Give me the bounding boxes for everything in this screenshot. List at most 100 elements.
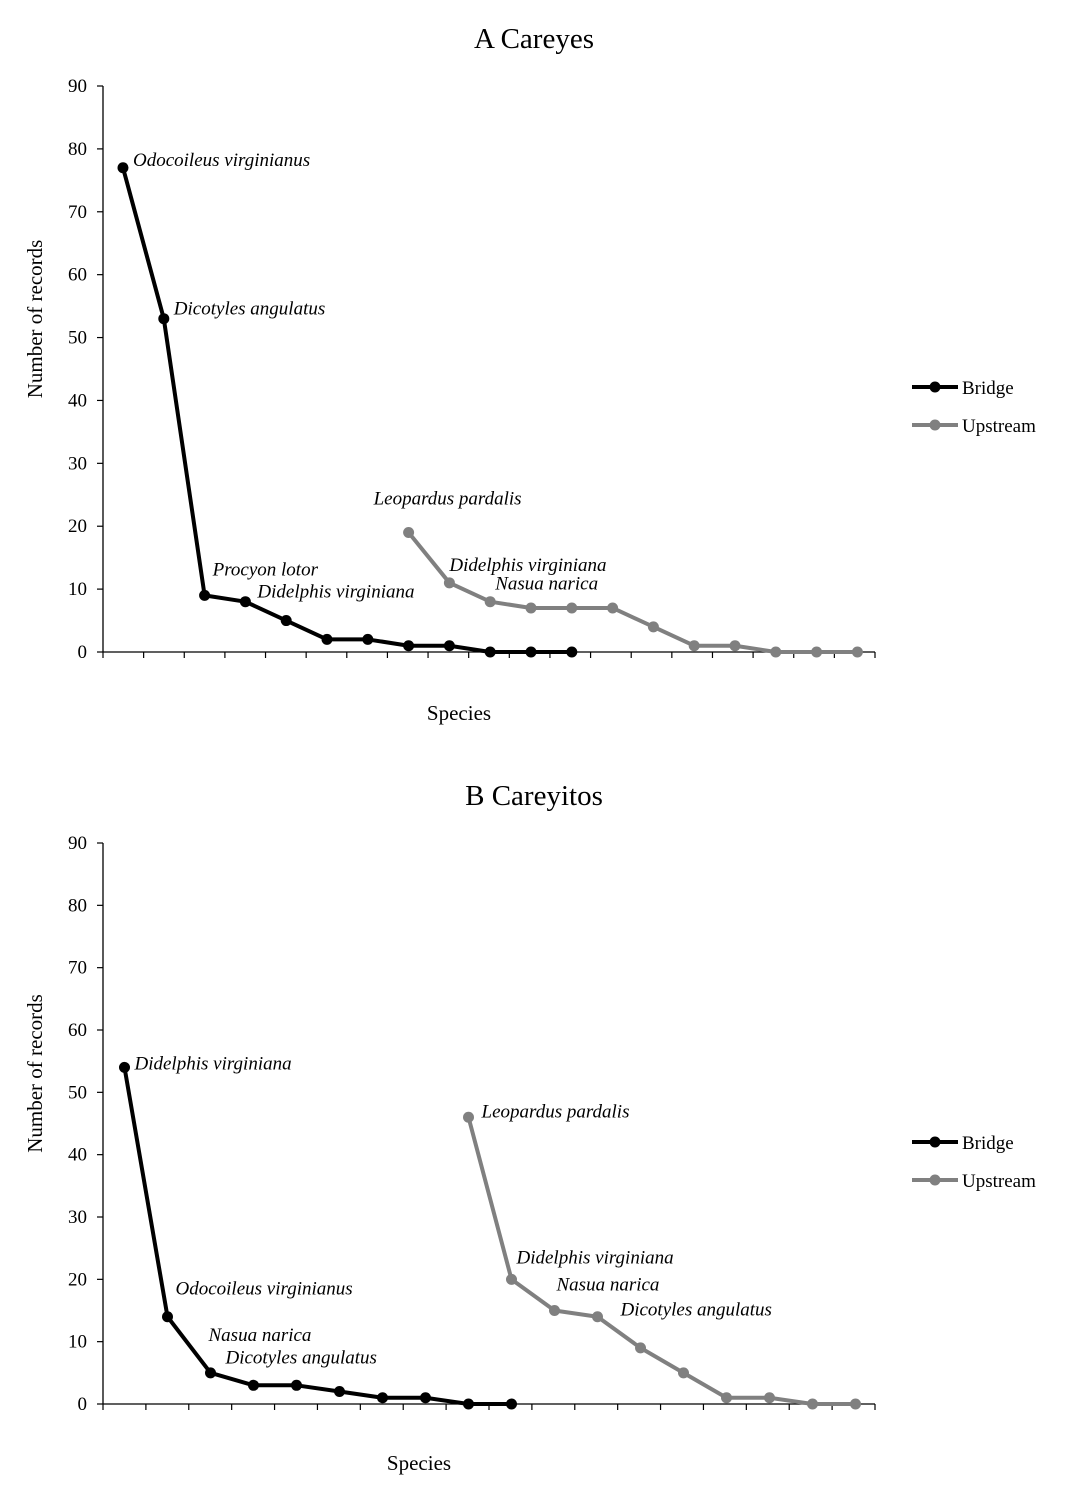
y-tick-label: 80 xyxy=(68,895,87,916)
species-annotation: Procyon lotor xyxy=(212,559,319,580)
x-axis-label: Species xyxy=(387,1451,451,1475)
data-point-upstream xyxy=(770,646,782,658)
y-tick-label: 0 xyxy=(78,642,88,663)
data-point-bridge xyxy=(362,633,374,645)
chart-title: A Careyes xyxy=(474,23,594,55)
data-point-upstream xyxy=(549,1305,560,1316)
y-axis-label: Number of records xyxy=(23,240,47,399)
y-tick-label: 90 xyxy=(68,833,87,854)
data-point-upstream xyxy=(811,646,823,658)
data-point-bridge xyxy=(162,1311,173,1323)
species-annotation: Leopardus pardalis xyxy=(481,1101,630,1122)
chart-b: B Careyitos 0 10 20 30 40 50 60 70 80 90 Species Num… xyxy=(23,780,1036,1475)
y-tick-label: 50 xyxy=(68,328,87,349)
legend-label: Bridge xyxy=(962,378,1014,399)
data-point-upstream xyxy=(688,640,700,652)
species-annotation: Odocoileus virginianus xyxy=(133,150,310,171)
species-annotation: Odocoileus virginianus xyxy=(176,1279,353,1300)
species-annotation: Didelphis virginiana xyxy=(448,555,606,576)
legend-swatch-marker xyxy=(929,381,941,393)
data-point-bridge xyxy=(484,646,496,658)
species-annotation: Dicotyles angulatus xyxy=(225,1347,377,1368)
y-tick-label: 30 xyxy=(68,453,87,474)
data-point-upstream xyxy=(484,596,496,608)
data-point-bridge xyxy=(158,313,170,325)
data-point-bridge xyxy=(117,162,129,174)
species-annotation: Didelphis virginiana xyxy=(516,1247,674,1268)
data-point-bridge xyxy=(321,633,333,645)
data-point-upstream xyxy=(807,1398,818,1410)
data-point-bridge xyxy=(334,1386,345,1398)
chart-a: A Careyes 0 10 20 30 40 50 60 70 80 90 Species Numbe… xyxy=(23,23,1036,725)
y-tick-label: 70 xyxy=(68,958,87,979)
y-axis-label: Number of records xyxy=(23,994,47,1153)
y-tick-label: 30 xyxy=(68,1207,87,1228)
data-point-bridge xyxy=(377,1392,388,1404)
data-point-bridge xyxy=(205,1367,216,1379)
x-axis-label: Species xyxy=(427,701,491,725)
y-tick-label: 60 xyxy=(68,265,87,286)
y-tick-label: 20 xyxy=(68,1269,87,1290)
data-point-bridge xyxy=(248,1379,259,1391)
y-tick-label: 20 xyxy=(68,516,87,537)
data-point-bridge xyxy=(280,615,292,627)
series-line-bridge xyxy=(121,167,572,654)
series-line-upstream xyxy=(466,1116,856,1406)
series-line-bridge xyxy=(122,1067,512,1406)
legend-swatch-marker xyxy=(929,1136,941,1148)
data-point-upstream xyxy=(850,1398,861,1410)
data-point-upstream xyxy=(403,527,415,539)
data-point-upstream xyxy=(647,621,659,633)
chart-title: B Careyitos xyxy=(465,780,603,812)
data-point-upstream xyxy=(764,1392,775,1404)
data-point-bridge xyxy=(525,646,537,658)
data-point-bridge xyxy=(463,1398,474,1410)
legend-swatch-marker xyxy=(929,419,941,431)
data-point-upstream xyxy=(592,1311,603,1323)
species-annotation: Didelphis virginiana xyxy=(256,582,414,603)
y-tick-label: 10 xyxy=(68,579,87,600)
species-annotation: Didelphis virginiana xyxy=(134,1053,292,1074)
data-point-bridge xyxy=(420,1392,431,1404)
data-point-upstream xyxy=(463,1111,474,1123)
species-annotation: Nasua narica xyxy=(556,1275,660,1296)
data-point-bridge xyxy=(506,1398,517,1410)
y-tick-label: 40 xyxy=(68,1145,87,1166)
y-tick-label: 0 xyxy=(78,1394,88,1415)
data-point-upstream xyxy=(635,1342,646,1354)
y-tick-label: 70 xyxy=(68,202,87,223)
legend-label: Upstream xyxy=(962,1171,1036,1192)
series-line-upstream xyxy=(407,531,858,654)
species-annotation: Nasua narica xyxy=(208,1325,312,1346)
legend-label: Bridge xyxy=(962,1133,1014,1154)
data-point-upstream xyxy=(607,602,619,614)
y-tick-label: 80 xyxy=(68,139,87,160)
data-point-upstream xyxy=(443,577,455,589)
data-point-upstream xyxy=(721,1392,732,1404)
species-annotation: Dicotyles angulatus xyxy=(173,299,325,320)
data-point-bridge xyxy=(239,596,251,608)
species-annotation: Nasua narica xyxy=(494,574,598,595)
y-tick-label: 40 xyxy=(68,390,87,411)
species-annotation: Leopardus pardalis xyxy=(373,489,522,510)
y-tick-label: 50 xyxy=(68,1082,87,1103)
y-tick-label: 90 xyxy=(68,76,87,97)
data-point-bridge xyxy=(566,646,578,658)
data-point-bridge xyxy=(403,640,415,652)
data-point-bridge xyxy=(199,589,211,601)
data-point-upstream xyxy=(525,602,537,614)
data-point-upstream xyxy=(851,646,863,658)
y-tick-label: 60 xyxy=(68,1020,87,1041)
legend-swatch-marker xyxy=(929,1174,941,1186)
data-point-bridge xyxy=(443,640,455,652)
y-tick-label: 10 xyxy=(68,1332,87,1353)
species-annotation: Dicotyles angulatus xyxy=(620,1300,772,1321)
data-point-upstream xyxy=(678,1367,689,1379)
data-point-upstream xyxy=(729,640,741,652)
data-point-upstream xyxy=(566,602,578,614)
data-point-upstream xyxy=(506,1273,517,1285)
data-point-bridge xyxy=(119,1061,130,1073)
legend-label: Upstream xyxy=(962,416,1036,437)
data-point-bridge xyxy=(291,1379,302,1391)
